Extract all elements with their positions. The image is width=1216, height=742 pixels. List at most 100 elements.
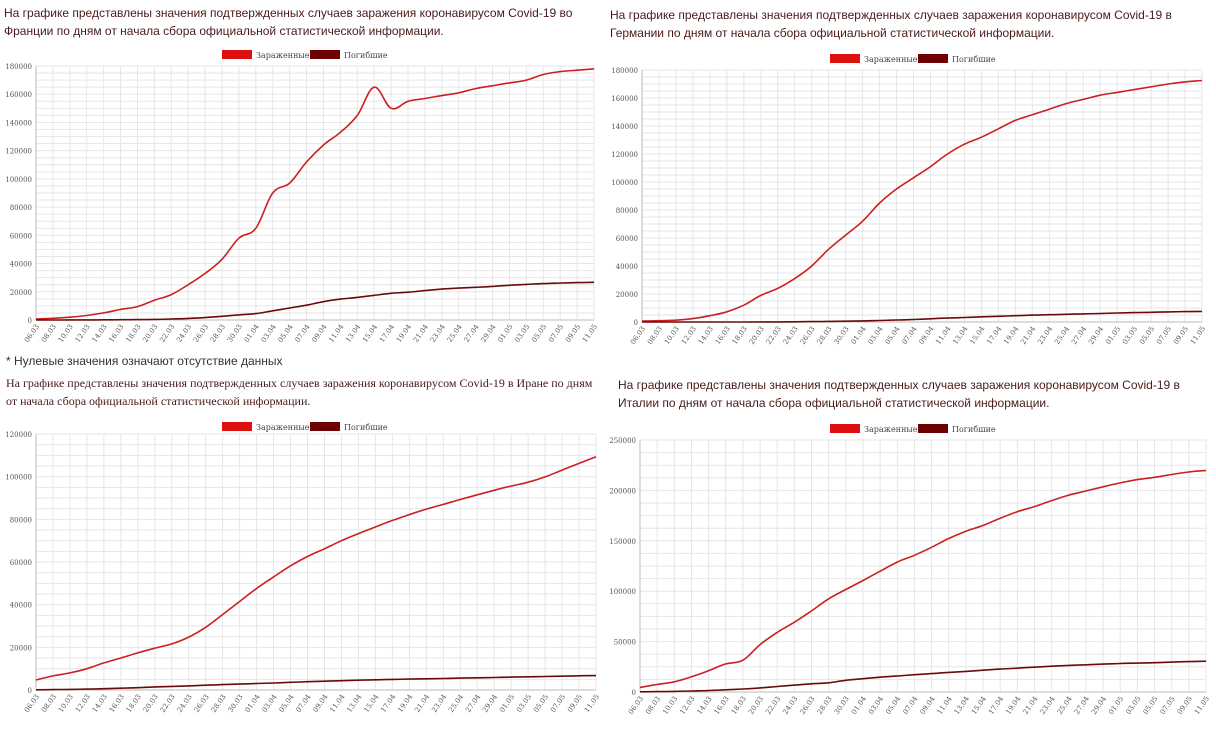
x-tick-label: 01.05 — [1104, 325, 1122, 346]
y-tick-label: 60000 — [10, 232, 32, 240]
x-tick-label: 09.05 — [1176, 695, 1194, 716]
y-tick-label: 80000 — [10, 516, 32, 524]
x-tick-label: 11.04 — [328, 693, 346, 714]
x-tick-label: 03.05 — [513, 323, 531, 342]
legend-label-infected: Зараженные — [256, 423, 310, 432]
x-tick-label: 07.05 — [1159, 695, 1177, 716]
legend-swatch-deaths — [918, 54, 948, 63]
y-tick-label: 0 — [632, 689, 636, 697]
legend-swatch-infected — [222, 422, 252, 431]
x-tick-label: 22.03 — [158, 323, 176, 342]
x-tick-label: 03.05 — [1121, 325, 1139, 346]
legend-swatch-infected — [830, 424, 860, 433]
x-tick-label: 28.03 — [210, 693, 228, 714]
y-tick-label: 40000 — [10, 261, 32, 269]
x-tick-label: 07.04 — [295, 693, 313, 714]
legend-label-infected: Зараженные — [864, 425, 918, 434]
x-tick-label: 24.03 — [782, 325, 800, 346]
x-tick-label: 05.04 — [278, 693, 296, 714]
x-tick-label: 12.03 — [678, 695, 696, 716]
chart-description: На графике представлены значения подтвер… — [4, 6, 573, 38]
y-tick-label: 40000 — [10, 602, 32, 610]
x-tick-label: 06.03 — [629, 325, 647, 346]
y-tick-label: 40000 — [616, 263, 638, 271]
series-line-infected — [35, 68, 595, 320]
x-tick-label: 16.03 — [108, 693, 126, 714]
series-line-infected — [639, 469, 1207, 689]
x-tick-label: 07.05 — [549, 693, 567, 714]
x-tick-label: 11.05 — [1189, 325, 1207, 346]
x-tick-label: 14.03 — [697, 325, 715, 346]
x-tick-label: 05.05 — [530, 323, 548, 342]
x-tick-label: 30.03 — [833, 325, 851, 346]
y-tick-label: 20000 — [616, 291, 638, 299]
x-tick-label: 25.04 — [1056, 695, 1074, 716]
x-tick-label: 24.03 — [175, 323, 193, 342]
x-tick-label: 30.03 — [226, 323, 244, 342]
y-tick-label: 0 — [28, 317, 32, 325]
x-tick-label: 11.05 — [583, 693, 601, 714]
x-tick-label: 19.04 — [1004, 695, 1022, 716]
x-tick-label: 14.03 — [91, 323, 109, 342]
x-tick-label: 29.04 — [480, 323, 498, 342]
x-tick-label: 18.03 — [124, 323, 142, 342]
x-tick-label: 03.04 — [867, 325, 885, 346]
chart-france: Зараженные Погибшие 0 20000 40000 60000 80000 1… — [5, 50, 599, 342]
x-tick-label: 03.04 — [260, 323, 278, 342]
x-tick-label: 05.05 — [1142, 695, 1160, 716]
x-tick-label: 20.03 — [142, 693, 160, 714]
gridlines — [35, 65, 595, 321]
x-tick-label: 07.05 — [547, 323, 565, 342]
x-tick-label: 10.03 — [661, 695, 679, 716]
x-tick-label: 06.03 — [627, 695, 645, 716]
series-line-infected — [641, 79, 1203, 322]
x-tick-label: 22.03 — [159, 693, 177, 714]
x-tick-label: 11.04 — [934, 325, 952, 346]
y-tick-label: 160000 — [611, 95, 638, 103]
x-tick-label: 01.05 — [496, 323, 514, 342]
y-tick-label: 120000 — [611, 151, 638, 159]
y-tick-label: 60000 — [616, 235, 638, 243]
series-line-deaths — [639, 660, 1207, 693]
x-tick-label: 12.03 — [74, 323, 92, 342]
legend: Зараженные Погибшие — [222, 422, 388, 432]
y-tick-label: 140000 — [5, 119, 32, 127]
x-tick-label: 26.03 — [192, 323, 210, 342]
x-tick-label: 19.04 — [1002, 325, 1020, 346]
x-tick-label: 29.04 — [481, 693, 499, 714]
x-tick-label: 23.04 — [1039, 695, 1057, 716]
legend-swatch-infected — [222, 50, 252, 59]
legend-swatch-deaths — [310, 422, 340, 431]
gridlines — [641, 69, 1203, 323]
x-tick-label: 01.04 — [243, 323, 261, 342]
y-tick-label: 20000 — [10, 644, 32, 652]
legend-label-deaths: Погибшие — [952, 55, 996, 64]
series-line-deaths — [642, 310, 1203, 323]
chart-description: На графике представлены значения подтвер… — [6, 376, 593, 408]
x-tick-label: 25.04 — [447, 693, 465, 714]
x-tick-label: 25.04 — [446, 323, 464, 342]
x-tick-label: 01.05 — [1107, 695, 1125, 716]
x-tick-label: 11.04 — [327, 323, 345, 342]
legend: Зараженные Погибшие — [830, 424, 996, 434]
x-tick-label: 17.04 — [985, 325, 1003, 346]
x-tick-label: 19.04 — [395, 323, 413, 342]
y-tick-label: 200000 — [609, 487, 636, 495]
x-tick-label: 05.04 — [884, 325, 902, 346]
x-tick-label: 07.04 — [901, 325, 919, 346]
legend-label-deaths: Погибшие — [952, 425, 996, 434]
x-tick-label: 13.04 — [344, 323, 362, 342]
x-tick-label: 16.03 — [714, 325, 732, 346]
x-tick-label: 10.03 — [57, 693, 75, 714]
y-tick-label: 100000 — [611, 179, 638, 187]
x-tick-label: 17.04 — [987, 695, 1005, 716]
chart-description: На графике представлены значения подтвер… — [610, 8, 1172, 40]
x-tick-label: 11.04 — [936, 695, 954, 716]
y-tick-label: 60000 — [10, 559, 32, 567]
x-tick-label: 27.04 — [1073, 695, 1091, 716]
legend-label-infected: Зараженные — [864, 55, 918, 64]
x-tick-label: 25.04 — [1053, 325, 1071, 346]
x-tick-label: 05.05 — [532, 693, 550, 714]
gridlines — [35, 433, 597, 691]
y-tick-label: 0 — [634, 319, 638, 327]
